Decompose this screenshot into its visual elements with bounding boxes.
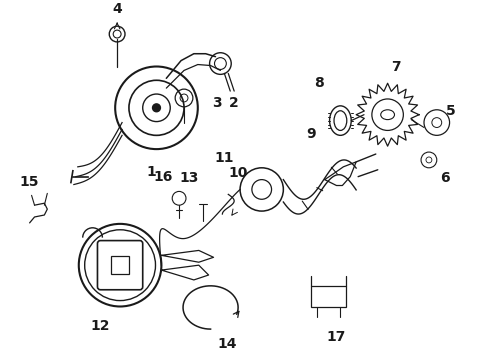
Circle shape — [152, 104, 160, 112]
Text: 5: 5 — [446, 104, 455, 118]
Bar — [311, 286, 346, 307]
Bar — [111, 256, 129, 274]
Text: 14: 14 — [217, 337, 237, 351]
Text: 1: 1 — [147, 165, 156, 179]
Text: 6: 6 — [440, 171, 449, 185]
FancyBboxPatch shape — [98, 240, 143, 290]
Text: 4: 4 — [112, 3, 122, 17]
Text: 13: 13 — [179, 171, 198, 185]
Text: 17: 17 — [327, 330, 346, 344]
Text: 16: 16 — [154, 170, 173, 184]
Text: 2: 2 — [229, 96, 239, 110]
Text: 11: 11 — [215, 151, 234, 165]
Text: 8: 8 — [314, 76, 323, 90]
Text: 15: 15 — [20, 175, 39, 189]
Text: 10: 10 — [228, 166, 248, 180]
Text: 12: 12 — [91, 319, 110, 333]
Text: 9: 9 — [306, 127, 316, 141]
Text: 3: 3 — [212, 96, 221, 110]
Text: 7: 7 — [391, 60, 400, 75]
